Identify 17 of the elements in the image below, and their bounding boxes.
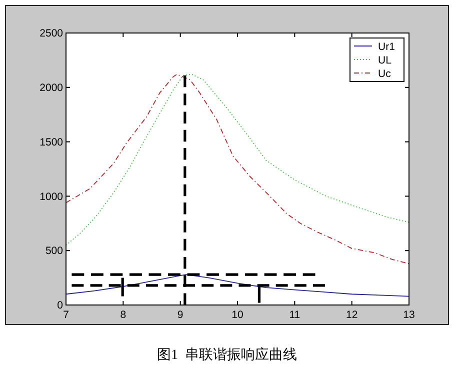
x-tick-label: 8: [120, 309, 126, 321]
x-tick-label: 11: [289, 309, 300, 321]
y-tick-label: 500: [45, 245, 64, 258]
legend-label: UL: [378, 54, 392, 66]
y-tick-label: 2000: [40, 82, 64, 94]
x-tick-label: 10: [232, 309, 244, 321]
legend-label: Uc: [378, 68, 391, 80]
y-tick-label: 0: [57, 300, 64, 312]
y-tick-label: 2500: [40, 28, 64, 40]
y-tick-label: 1000: [40, 190, 64, 203]
x-tick-label: 12: [346, 309, 358, 321]
x-tick-label: 13: [403, 309, 415, 321]
caption: 图1 串联谐振响应曲线: [157, 347, 297, 363]
x-tick-label: 9: [177, 309, 184, 321]
y-tick-label: 1500: [40, 136, 64, 148]
legend-label: Ur1: [378, 40, 396, 53]
x-tick-label: 7: [63, 309, 70, 321]
